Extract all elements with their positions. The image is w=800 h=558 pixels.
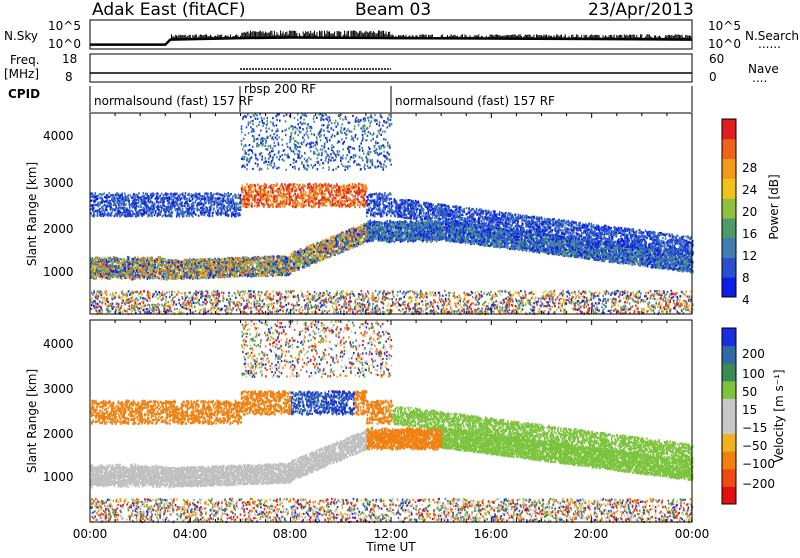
power-heatmap [90,113,694,315]
freq-right-tick-bottom: 0 [709,70,717,84]
cpid-panel: CPID normalsound (fast) 157 RF rbsp 200 … [8,82,692,112]
date-label: 23/Apr/2013 [588,0,694,20]
cpid-segment-1: normalsound (fast) 157 RF [94,94,254,108]
noise-left-tick-bottom: 10^0 [48,37,81,51]
noise-right-tick-bottom: 10^0 [708,37,741,51]
freq-right-tick-top: 60 [709,52,724,66]
freq-left-tick-top: 18 [62,52,77,66]
freq-left-tick-bottom: 8 [65,70,73,84]
cpid-label: CPID [8,87,40,101]
noise-left-tick-top: 10^5 [48,19,81,33]
nave-dots: .... [752,71,767,85]
echo-cell [302,253,304,255]
noise-series-path [90,38,692,45]
power-panel: Slant Range [km] 4000 3000 2000 1000 28 … [25,113,781,315]
noise-series-line [90,30,692,44]
cpid-segment-2: rbsp 200 RF [244,82,316,96]
station-title: Adak East (fitACF) [92,0,246,20]
noise-left-label: N.Sky [4,29,38,43]
cpid-segment-3: normalsound (fast) 157 RF [395,94,555,108]
freq-left-unit: [MHz] [4,67,39,81]
noise-right-tick-top: 10^5 [708,19,741,33]
frequency-panel: Freq. [MHz] 18 8 60 0 Nave .... [4,52,779,85]
freq-left-label: Freq. [10,53,40,67]
noise-panel: N.Sky 10^5 10^0 10^5 10^0 N.Search .....… [4,19,799,51]
radar-figure: Adak East (fitACF) Beam 03 23/Apr/2013 N… [0,0,800,554]
beam-label: Beam 03 [355,0,431,20]
noise-search-dots: ...... [758,37,781,51]
